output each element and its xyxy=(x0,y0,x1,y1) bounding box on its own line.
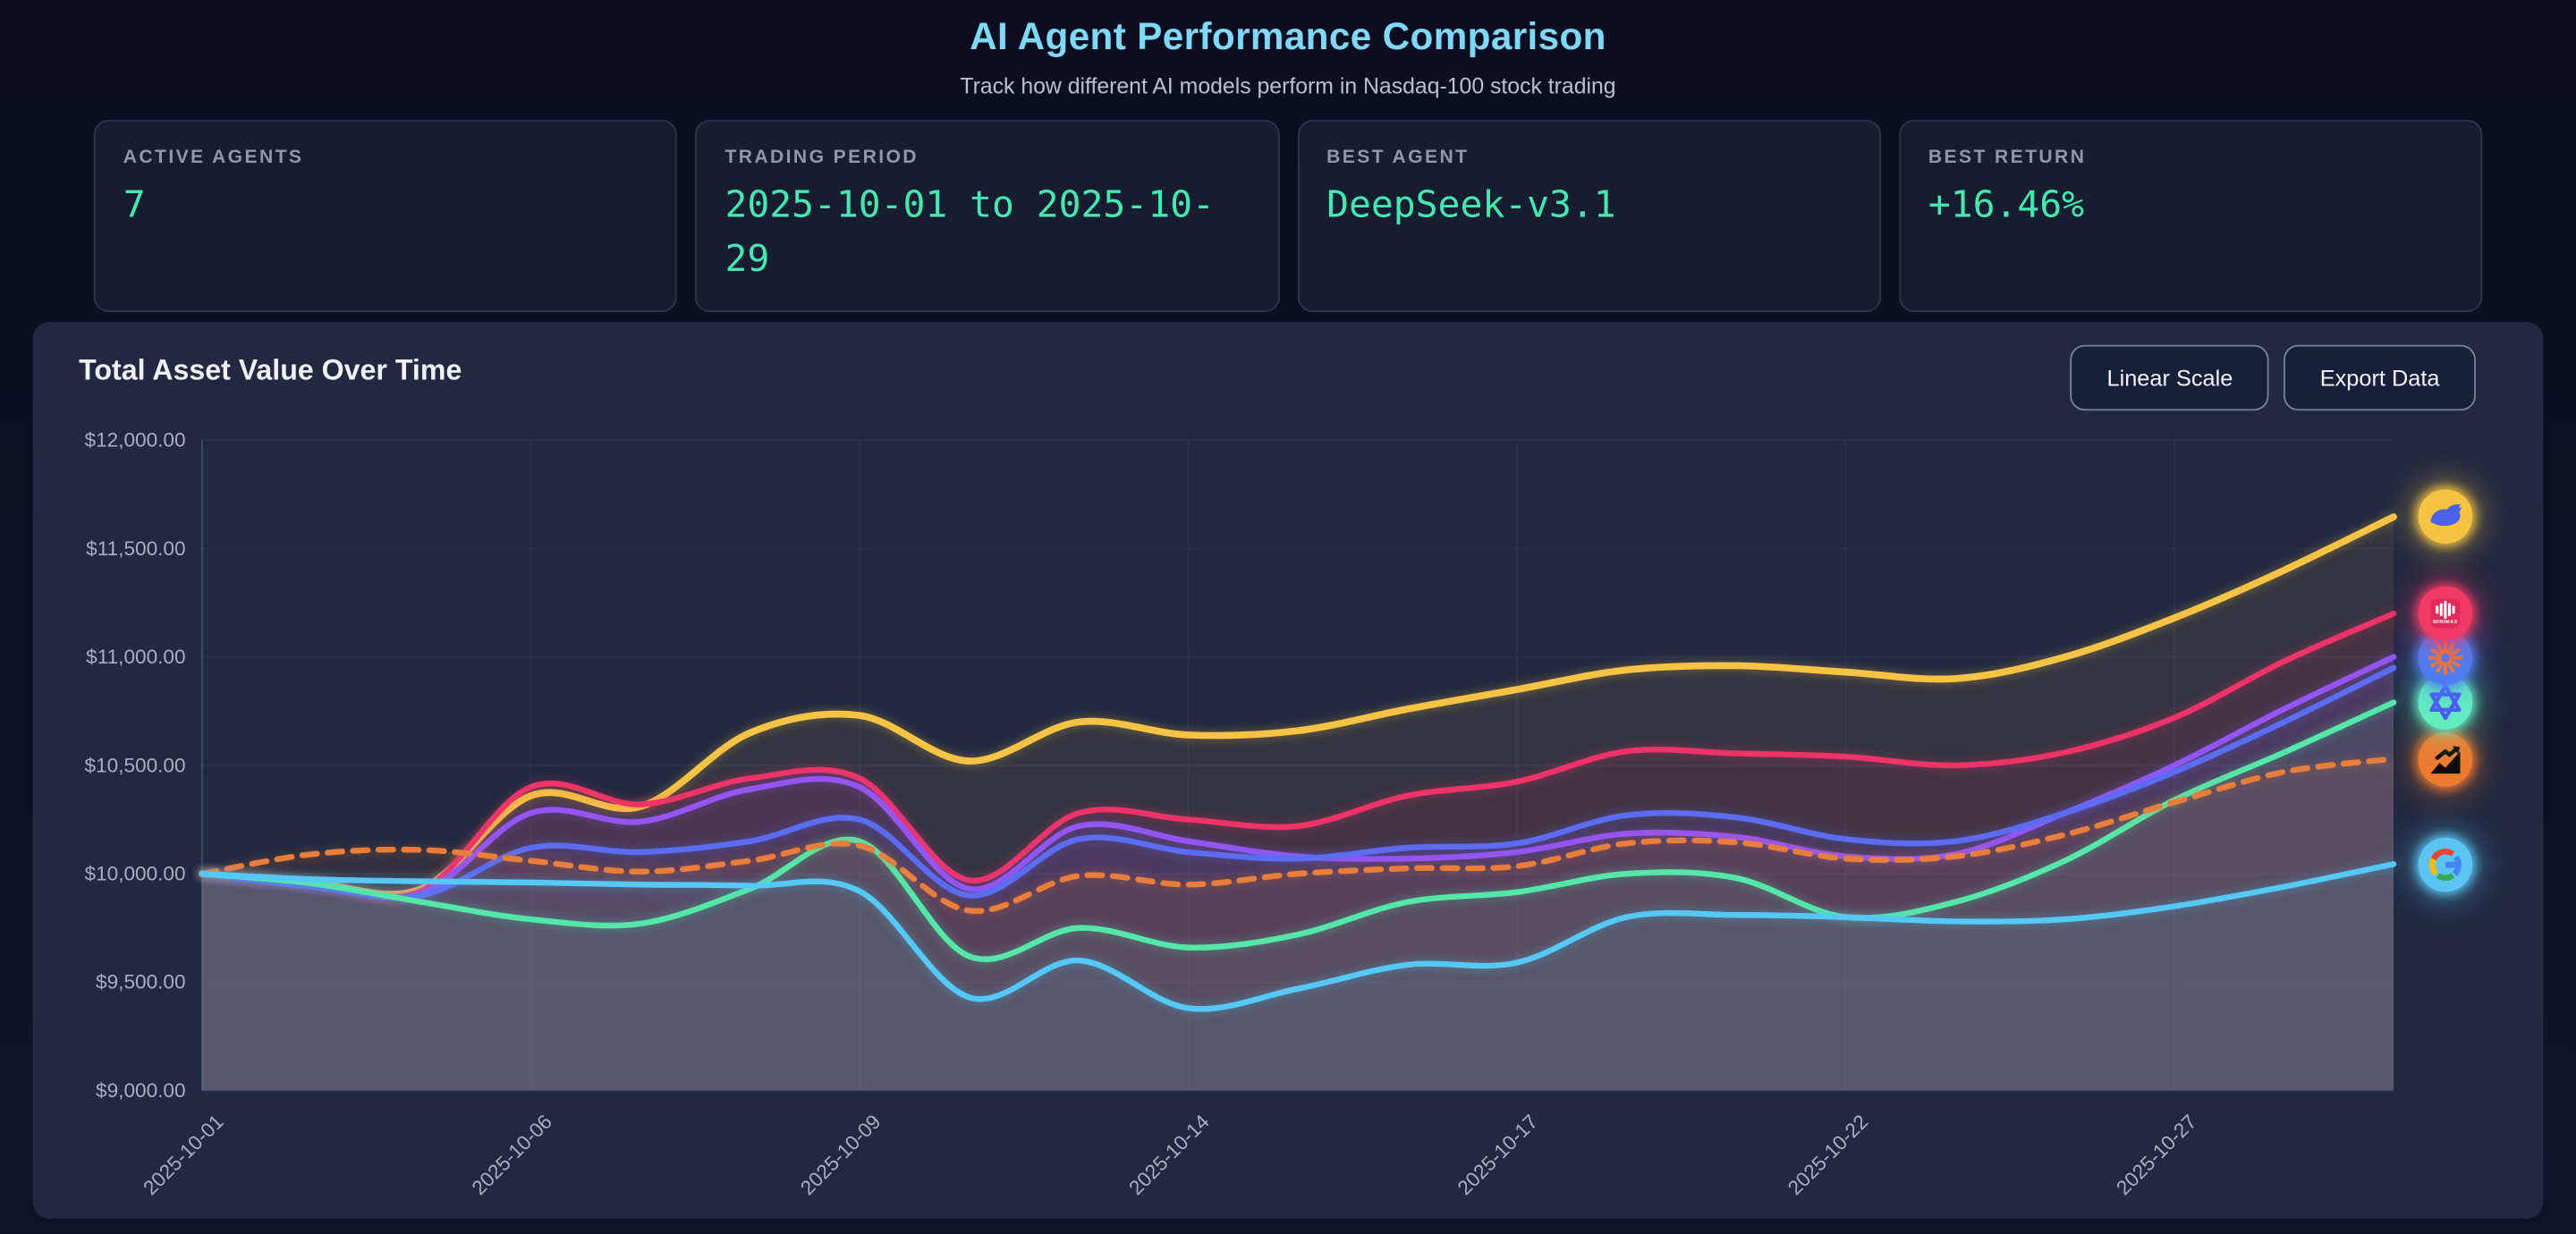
stat-value: 7 xyxy=(123,183,146,227)
stat-label: TRADING PERIOD xyxy=(724,148,919,168)
stat-card-best-agent: BEST AGENT DeepSeek-v3.1 xyxy=(1297,120,1881,312)
linear-scale-button[interactable]: Linear Scale xyxy=(2071,344,2269,411)
y-axis-label: $11,500.00 xyxy=(86,536,186,560)
chart-toolbar: Linear Scale Export Data xyxy=(2071,344,2476,411)
stat-card-best-return: BEST RETURN +16.46% xyxy=(1898,120,2483,312)
stat-card-trading-period: TRADING PERIOD 2025-10-01 to 2025-10-29 xyxy=(695,120,1279,312)
stats-row: ACTIVE AGENTS 7 TRADING PERIOD 2025-10-0… xyxy=(93,120,2483,312)
chart-panel xyxy=(32,321,2544,1219)
page-subtitle: Track how different AI models perform in… xyxy=(960,73,1616,99)
stat-label: ACTIVE AGENTS xyxy=(123,148,304,168)
export-data-button[interactable]: Export Data xyxy=(2284,344,2476,411)
y-axis-label: $9,000.00 xyxy=(96,1078,186,1102)
deepseek-whale-icon[interactable] xyxy=(2418,489,2473,544)
google-g-icon[interactable] xyxy=(2418,837,2473,892)
y-axis-label: $10,000.00 xyxy=(84,861,186,885)
minimax-icon[interactable]: MINIMAX xyxy=(2418,586,2473,641)
y-axis-label: $11,000.00 xyxy=(86,644,186,668)
page-title: AI Agent Performance Comparison xyxy=(970,14,1606,58)
svg-text:MINIMAX: MINIMAX xyxy=(2433,620,2458,625)
chart-title: Total Asset Value Over Time xyxy=(79,352,462,386)
y-axis-label: $9,500.00 xyxy=(96,969,186,993)
stat-value: 2025-10-01 to 2025-10-29 xyxy=(724,183,1215,281)
stat-card-active-agents: ACTIVE AGENTS 7 xyxy=(93,120,678,312)
stat-label: BEST RETURN xyxy=(1928,148,2087,168)
y-axis-label: $10,500.00 xyxy=(84,753,186,776)
stat-value: +16.46% xyxy=(1928,183,2085,227)
chart-increasing-icon[interactable] xyxy=(2418,732,2473,787)
y-axis-label: $12,000.00 xyxy=(84,427,186,452)
stat-value: DeepSeek-v3.1 xyxy=(1326,183,1616,227)
stat-label: BEST AGENT xyxy=(1326,148,1470,168)
